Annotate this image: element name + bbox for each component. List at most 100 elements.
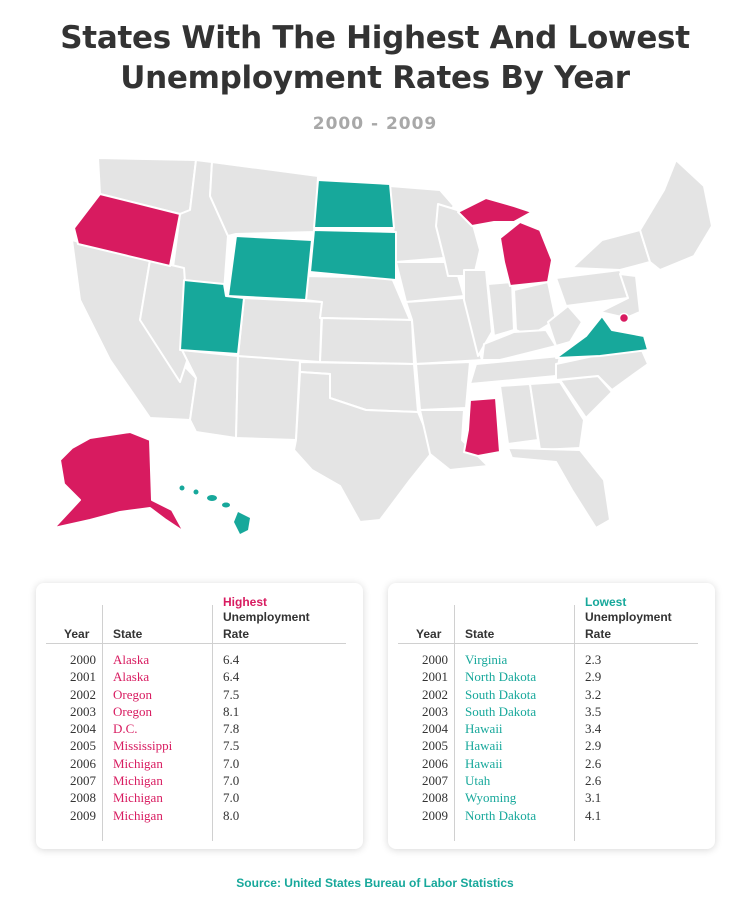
row-state: South Dakota <box>465 703 537 719</box>
state-oregon-highest <box>73 193 181 267</box>
state-south-dakota-lowest <box>309 229 397 281</box>
lowest-table-card: Year State Lowest Unemployment Rate 2000… <box>388 583 715 849</box>
row-state: Wyoming <box>465 790 517 806</box>
header-divider <box>46 643 346 644</box>
row-year: 2002 <box>70 686 96 702</box>
table-row: 2000 Virginia 2.3 <box>388 651 715 668</box>
row-rate: 2.6 <box>585 773 602 789</box>
row-state: Utah <box>465 773 491 789</box>
row-year: 2004 <box>422 721 448 737</box>
table-row: 2004 Hawaii 3.4 <box>388 720 715 737</box>
divider <box>454 605 455 841</box>
state-alaska-highest <box>53 431 185 533</box>
row-year: 2005 <box>70 738 96 754</box>
table-row: 2005 Hawaii 2.9 <box>388 737 715 754</box>
row-year: 2001 <box>422 669 448 685</box>
table-row: 2002 South Dakota 3.2 <box>388 686 715 703</box>
col-header-rate-1: Unemployment <box>585 610 672 624</box>
table-row: 2002 Oregon 7.5 <box>36 686 363 703</box>
table-row: 2001 North Dakota 2.9 <box>388 668 715 685</box>
row-state: Michigan <box>113 755 163 771</box>
row-rate: 7.8 <box>223 721 240 737</box>
row-state: Alaska <box>113 652 150 667</box>
row-rate: 2.3 <box>585 652 602 667</box>
state-michigan-highest <box>499 221 553 287</box>
state-wyoming-lowest <box>227 235 313 301</box>
us-map <box>53 157 713 534</box>
table-row: 2006 Michigan 7.0 <box>36 755 363 772</box>
row-state: D.C. <box>113 721 138 737</box>
page-title: States With The Highest And Lowest Unemp… <box>0 18 750 98</box>
row-year: 2003 <box>422 703 448 719</box>
hawaii-island-2 <box>193 489 199 495</box>
state-kansas <box>319 317 415 365</box>
row-state: Hawaii <box>465 755 503 771</box>
row-year: 2005 <box>422 738 448 754</box>
row-year: 2007 <box>70 773 96 789</box>
row-rate: 3.4 <box>585 721 602 737</box>
table-row: 2009 Michigan 8.0 <box>36 807 363 824</box>
row-year: 2000 <box>70 652 96 667</box>
table-row: 2008 Michigan 7.0 <box>36 789 363 806</box>
state-florida <box>507 447 611 529</box>
row-year: 2009 <box>422 807 448 823</box>
row-state: Alaska <box>113 669 150 685</box>
row-rate: 7.0 <box>223 755 240 771</box>
row-rate: 6.4 <box>223 669 240 685</box>
state-nevada <box>139 259 191 383</box>
hawaii-island-3 <box>207 495 217 501</box>
state-texas <box>293 371 435 523</box>
divider <box>574 605 575 841</box>
row-rate: 3.2 <box>585 686 602 702</box>
table-row: 2007 Michigan 7.0 <box>36 772 363 789</box>
state-new-england <box>639 159 713 271</box>
row-year: 2008 <box>70 790 96 806</box>
row-rate: 7.5 <box>223 738 240 754</box>
row-year: 2009 <box>70 807 96 823</box>
state-mississippi-highest <box>463 397 501 457</box>
row-year: 2001 <box>70 669 96 685</box>
row-rate: 7.5 <box>223 686 240 702</box>
row-rate: 7.0 <box>223 790 240 806</box>
col-header-rate-2: Rate <box>223 627 250 641</box>
row-year: 2003 <box>70 703 96 719</box>
row-rate: 4.1 <box>585 807 602 823</box>
row-state: Oregon <box>113 686 152 702</box>
row-rate: 7.0 <box>223 773 240 789</box>
row-rate: 2.6 <box>585 755 602 771</box>
row-year: 2002 <box>422 686 448 702</box>
dc-marker-highest <box>618 312 630 324</box>
table-row: 2003 South Dakota 3.5 <box>388 703 715 720</box>
row-rate: 2.9 <box>585 738 602 754</box>
table-row: 2009 North Dakota 4.1 <box>388 807 715 824</box>
state-georgia <box>529 381 585 451</box>
row-state: Mississippi <box>113 738 173 754</box>
row-state: North Dakota <box>465 807 537 823</box>
row-year: 2008 <box>422 790 448 806</box>
row-year: 2006 <box>70 755 96 771</box>
title-line-1: States With The Highest And Lowest <box>60 20 690 56</box>
highest-table-card: Year State Highest Unemployment Rate 200… <box>36 583 363 849</box>
row-state: North Dakota <box>465 669 537 685</box>
source-note: Source: United States Bureau of Labor St… <box>236 876 514 890</box>
divider <box>102 605 103 841</box>
row-rate: 3.1 <box>585 790 602 806</box>
table-row: 2006 Hawaii 2.6 <box>388 755 715 772</box>
row-year: 2004 <box>70 721 96 737</box>
row-state: Hawaii <box>465 738 503 754</box>
row-state: Michigan <box>113 807 163 823</box>
row-rate: 3.5 <box>585 703 602 719</box>
divider <box>212 605 213 841</box>
state-arkansas <box>415 361 471 411</box>
row-year: 2007 <box>422 773 448 789</box>
table-row: 2005 Mississippi 7.5 <box>36 737 363 754</box>
col-header-year: Year <box>64 627 90 641</box>
row-rate: 8.1 <box>223 703 240 719</box>
state-utah-lowest <box>179 279 245 355</box>
row-year: 2006 <box>422 755 448 771</box>
col-header-state: State <box>465 627 495 641</box>
state-west-virginia <box>547 305 583 347</box>
state-virginia-lowest <box>555 315 649 359</box>
row-state: Hawaii <box>465 721 503 737</box>
col-header-state: State <box>113 627 143 641</box>
